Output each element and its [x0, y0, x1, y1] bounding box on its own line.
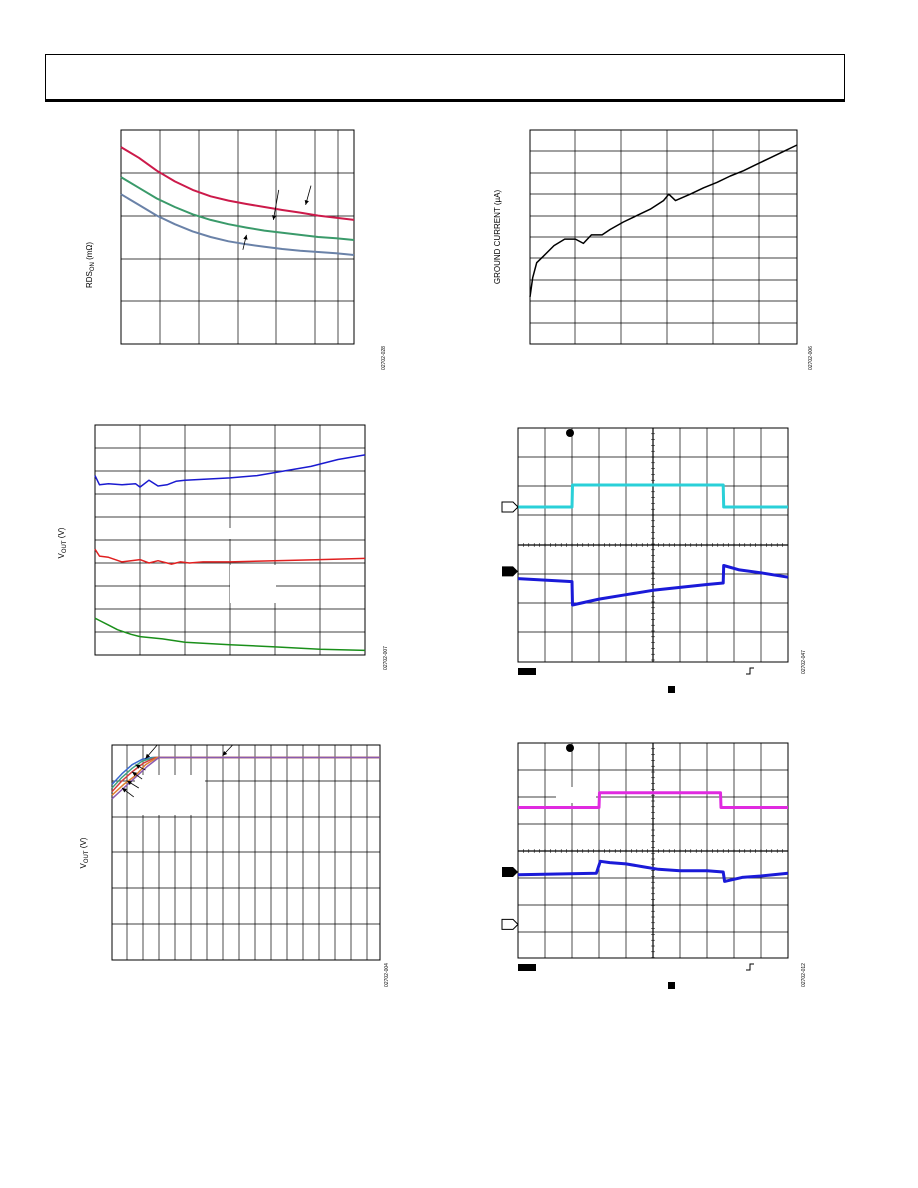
ground-current-chart: GROUND CURRENT (µA) 02702-006: [493, 129, 814, 370]
arrow-head-2: [272, 215, 277, 220]
series-line-5: [111, 756, 380, 800]
arrow-head-1: [145, 753, 151, 759]
status-block: [518, 668, 536, 675]
series-line-1: [518, 483, 788, 509]
series-line-1: [529, 144, 798, 298]
arrow-head-4: [132, 771, 138, 777]
series-line-1: [120, 146, 355, 221]
figure-id: 02702-006: [808, 346, 814, 370]
channel-2-marker: [502, 867, 518, 877]
trigger-edge-icon: [746, 667, 754, 675]
channel-1-marker: [501, 918, 519, 930]
gridlines: [95, 425, 365, 655]
vout-load-chart: VOUT (V) 02702-004: [79, 744, 390, 987]
series-line-3: [120, 193, 355, 256]
figure-id: 02702-012: [801, 963, 807, 987]
vout-steps-chart: VOUT (V) 02702-007: [57, 424, 389, 670]
y-axis-label: GROUND CURRENT (µA): [493, 190, 502, 285]
annotation-arrows: [121, 744, 233, 798]
series-line-2: [517, 564, 789, 607]
scope-markers: [501, 744, 754, 989]
scope-capture-2: 02702-012: [501, 742, 807, 989]
channel-1-marker: [501, 501, 519, 513]
page-header-box: [45, 54, 845, 102]
y-axis-label: VOUT (V): [57, 527, 68, 558]
annotation-arrow-2: [272, 189, 280, 220]
label-mask: [135, 775, 205, 815]
arrow-head-3: [243, 234, 248, 240]
series-line-3: [94, 617, 366, 652]
scope-markers: [501, 429, 754, 693]
rdson-chart: RDSON (mΩ) 02702-028: [85, 129, 387, 370]
status-block: [518, 964, 536, 971]
channel-2-marker: [502, 566, 518, 577]
series-lines: [529, 144, 798, 298]
series-line-1: [94, 454, 366, 488]
trigger-position-marker: [566, 744, 574, 752]
series-lines: [517, 791, 789, 883]
y-axis-label: VOUT (V): [79, 837, 90, 868]
figure-id: 02702-047: [801, 650, 807, 674]
gridlines: [112, 745, 380, 960]
gridlines: [530, 130, 797, 344]
figure-id: 02702-007: [383, 646, 389, 670]
series-lines: [94, 454, 366, 652]
trigger-position-marker: [566, 429, 574, 437]
series-lines: [120, 146, 355, 256]
gridlines: [517, 742, 788, 958]
figure-id: 02702-004: [384, 963, 390, 987]
arrow-head-5: [127, 780, 133, 786]
label-mask: [556, 787, 596, 803]
plot-frame: [120, 129, 355, 345]
label-mask: [230, 565, 276, 603]
series-line-2: [517, 859, 789, 883]
arrow-head-3: [135, 764, 141, 769]
label-mask: [206, 528, 264, 539]
status-square: [668, 686, 675, 693]
annotation-arrows: [242, 185, 312, 250]
figure-id: 02702-028: [381, 346, 387, 370]
series-line-2: [120, 176, 355, 241]
y-axis-label: RDSON (mΩ): [85, 242, 96, 288]
trigger-edge-icon: [746, 963, 754, 971]
series-lines: [517, 483, 789, 607]
series-line-1: [518, 791, 788, 809]
arrow-head-1: [304, 199, 309, 205]
status-square: [668, 982, 675, 989]
arrow-head-6: [122, 788, 127, 793]
plot-frame: [111, 744, 381, 961]
arrow-head-2: [222, 750, 228, 756]
series-line-2: [94, 548, 366, 565]
gridlines: [517, 427, 788, 662]
scope-capture-1: 02702-047: [501, 427, 807, 693]
